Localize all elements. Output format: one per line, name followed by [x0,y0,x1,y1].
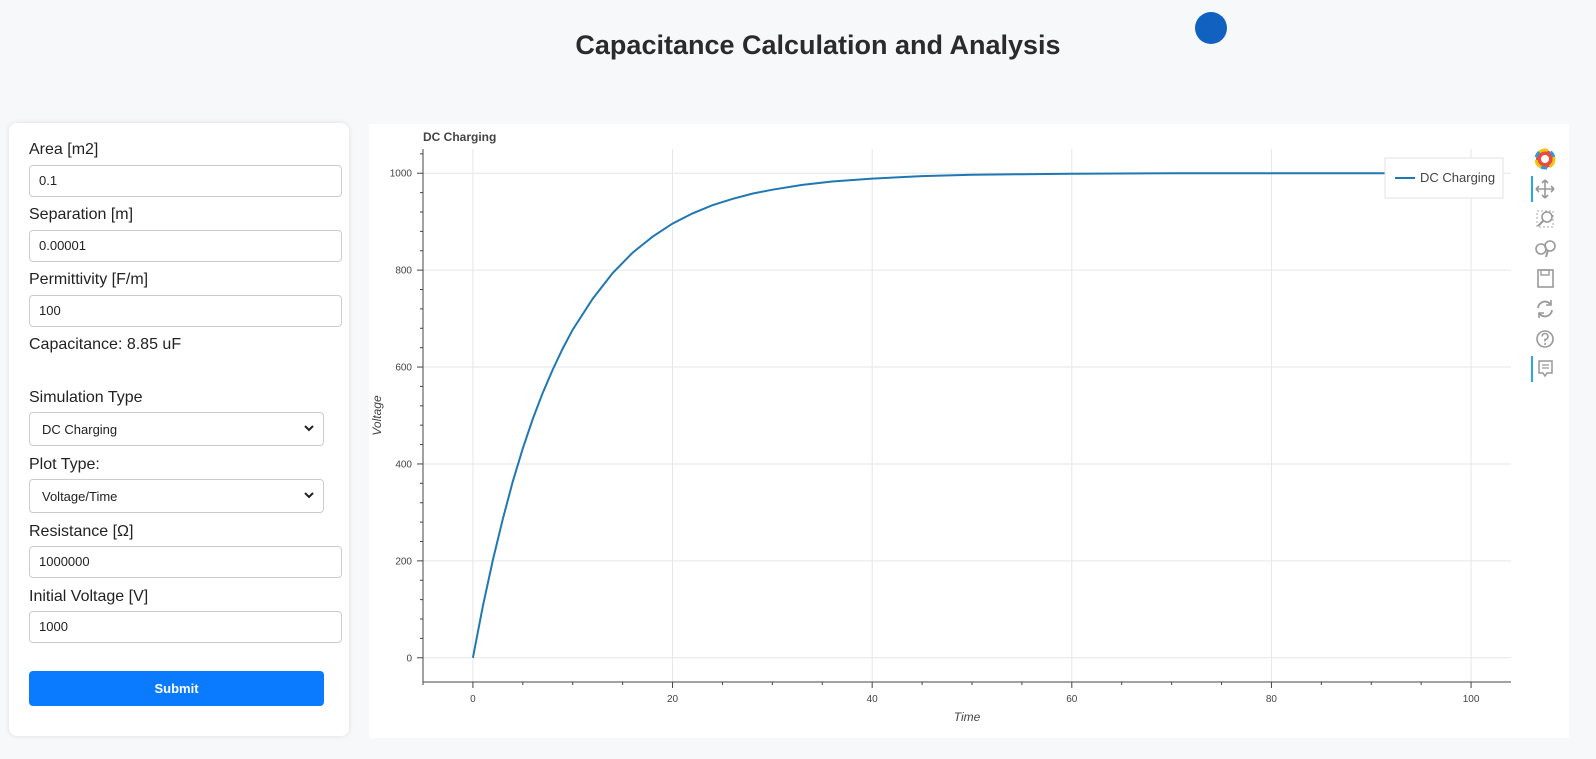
x-tick-label: 0 [470,694,476,705]
separation-input[interactable]: 0.00001 [29,230,342,262]
parameters-form: Area [m2] 0.1 Separation [m] 0.00001 Per… [9,123,349,736]
chart-title: DC Charging [423,130,496,144]
save-icon[interactable] [1531,266,1559,292]
chart-toolbar [1531,146,1559,386]
legend-label: DC Charging [1420,170,1495,185]
chevron-down-icon [304,492,314,499]
permittivity-input[interactable]: 100 [29,295,342,327]
series-line [471,172,1472,658]
x-tick-label: 20 [667,694,679,705]
x-tick-label: 80 [1266,694,1278,705]
y-tick-label: 400 [395,459,412,470]
box-zoom-icon[interactable] [1531,206,1559,232]
y-tick-label: 600 [395,363,412,374]
resistance-input[interactable]: 1000000 [29,546,342,578]
x-tick-label: 100 [1463,694,1480,705]
simulation-type-select[interactable]: DC Charging [29,412,324,446]
capacitance-result: Capacitance: 8.85 uF [29,336,182,353]
y-tick-label: 0 [406,653,412,664]
simulation-type-value: DC Charging [42,422,118,437]
status-indicator-dot [1195,12,1227,44]
page-title: Capacitance Calculation and Analysis [575,30,1061,60]
help-icon[interactable] [1531,326,1559,352]
area-input[interactable]: 0.1 [29,165,342,197]
y-tick-label: 1000 [390,169,413,180]
wheel-zoom-icon[interactable] [1531,236,1559,262]
hover-icon[interactable] [1531,356,1559,382]
plot-type-label: Plot Type: [29,456,100,473]
y-axis-label: Voltage [370,395,384,436]
plot-type-select[interactable]: Voltage/Time [29,479,324,513]
initial-voltage-label: Initial Voltage [V] [29,588,149,605]
resistance-label: Resistance [Ω] [29,523,134,540]
submit-button[interactable]: Submit [29,671,324,706]
x-tick-label: 60 [1066,694,1078,705]
separation-label: Separation [m] [29,206,134,223]
plot-type-value: Voltage/Time [42,489,118,504]
reset-icon[interactable] [1531,296,1559,322]
bokeh-logo-icon [1534,148,1556,170]
area-label: Area [m2] [29,141,99,158]
chart-panel: 0 20 40 60 80 100 0 200 400 600 800 1000 DC Charging… [369,124,1569,738]
pan-icon[interactable] [1531,176,1559,202]
y-tick-label: 200 [395,556,412,567]
x-tick-label: 40 [867,694,879,705]
legend: DC Charging [1384,157,1504,199]
y-tick-label: 800 [395,266,412,277]
permittivity-label: Permittivity [F/m] [29,271,149,288]
initial-voltage-input[interactable]: 1000 [29,611,342,643]
chevron-down-icon [304,425,314,432]
simulation-type-label: Simulation Type [29,389,143,406]
x-axis-label: Time [954,710,981,724]
